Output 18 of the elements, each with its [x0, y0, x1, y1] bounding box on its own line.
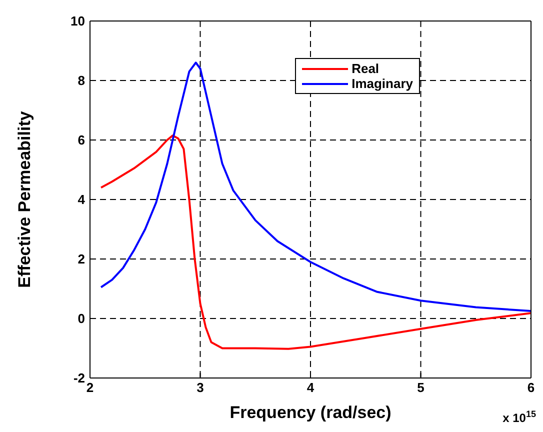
- x-tick-label: 3: [196, 380, 204, 396]
- x-tick-label: 5: [417, 380, 424, 396]
- x-axis-title: Frequency (rad/sec): [230, 403, 392, 422]
- y-tick-label: 10: [70, 14, 85, 29]
- line-series: [100, 62, 531, 312]
- legend-label: Imaginary: [352, 76, 413, 91]
- y-tick-label: 6: [78, 132, 85, 148]
- line-series: [100, 134, 531, 350]
- y-tick-label: -2: [73, 370, 85, 386]
- y-tick-label: 2: [78, 252, 85, 267]
- x-tick-label: 4: [306, 380, 315, 396]
- y-axis-title: Effective Permeability: [15, 110, 34, 288]
- text: x 10$^{15}$: [502, 409, 536, 425]
- y-tick-label: 0: [78, 311, 85, 326]
- legend-label: Real: [352, 61, 380, 76]
- x-tick-label: 6: [527, 380, 535, 396]
- y-tick-label: 8: [78, 73, 85, 88]
- y-tick-label: 4: [78, 192, 86, 208]
